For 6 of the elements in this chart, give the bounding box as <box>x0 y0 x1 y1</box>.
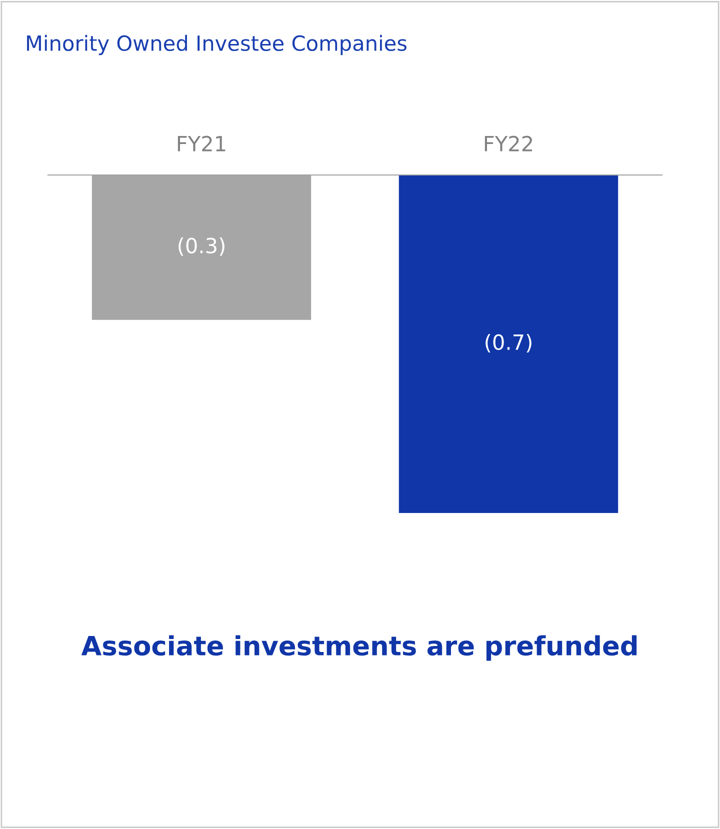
text: Associate investments are prefunded <box>81 635 637 661</box>
x-tick-label: FY22 <box>484 136 532 152</box>
chart-title: Minority Owned Investee Companies <box>27 34 406 56</box>
x-tick-label: FY21 <box>178 136 226 152</box>
data-label: (0.7) <box>486 334 532 352</box>
data-label: (0.3) <box>178 237 224 256</box>
